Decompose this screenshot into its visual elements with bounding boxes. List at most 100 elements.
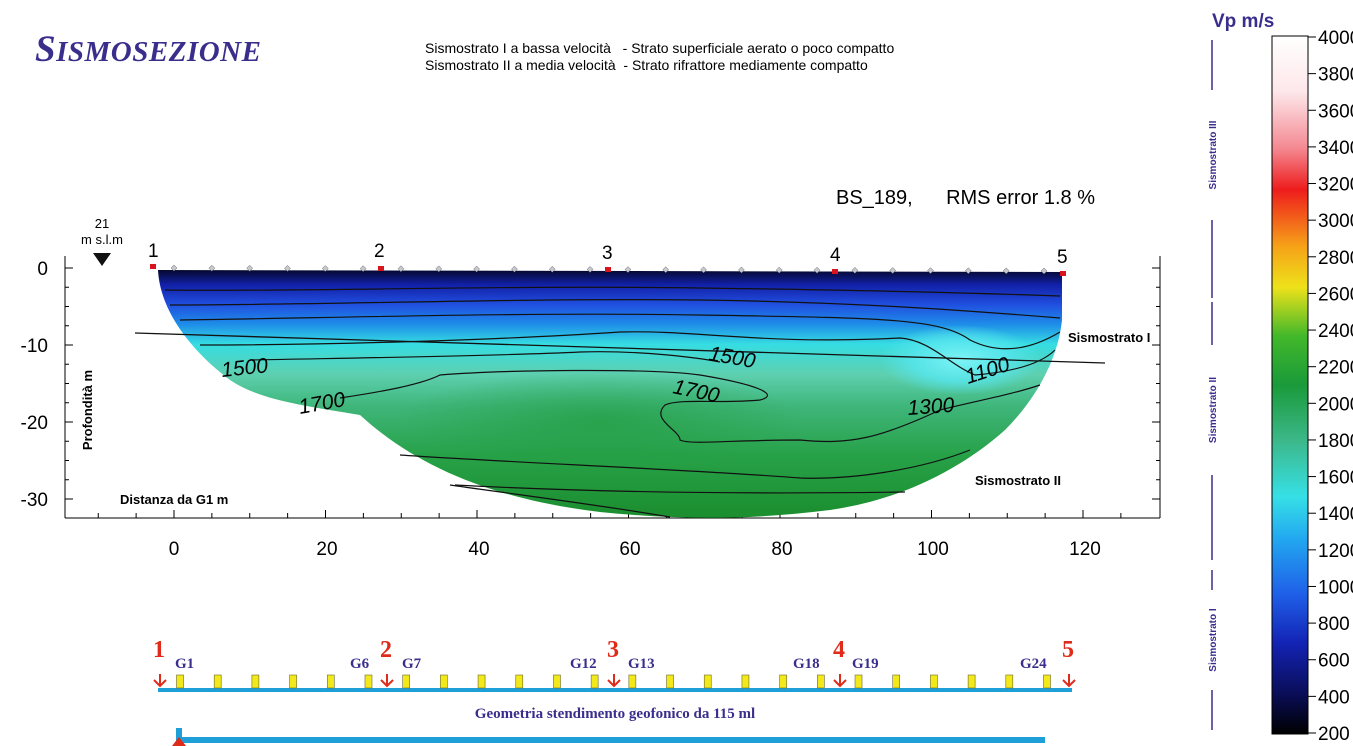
colorbar-tick-label: 2000 [1318,394,1353,415]
contour-label: 1300 [907,394,956,420]
colorbar-ticks: 4000 3800 3600 3400 3200 3000 2800 2600 2400 2200… [1308,28,1353,745]
x-tick-label: 100 [917,539,949,560]
geophone-spread [158,674,1072,692]
surface-geophone-icon [624,266,632,273]
contour-line [164,286,1061,297]
colorbar-tick-label: 2400 [1318,321,1353,342]
surface-geophone-icon [889,267,897,274]
geophone-box [326,674,335,689]
shot-arrow-icon [833,674,847,688]
shot-number: 5 [1057,247,1068,268]
x-tick-labels: 0 20 40 60 80 100 120 [169,539,1101,560]
elevation-triangle-icon [93,253,111,266]
colorbar-tick-label: 2600 [1318,284,1353,305]
geophone-box [1005,674,1014,689]
x-tick-label: 80 [771,539,792,560]
shot-number: 4 [830,245,841,266]
colorbar-tick-label: 3000 [1318,211,1353,232]
shot-marker [832,269,838,274]
shot-marker [605,267,611,272]
shot-number: 3 [602,243,613,264]
geometry-shot-number: 2 [380,637,392,663]
geophone-box [515,674,524,689]
surface-geophone-icon [851,266,859,274]
geophone-boxes [176,674,1051,689]
geophone-box [176,674,184,689]
shot-marker [1060,271,1066,276]
contour-line [339,369,1041,443]
geophone-box [402,674,410,689]
colorbar-tick-label: 4000 [1318,28,1353,49]
high-velocity-patch [400,370,800,470]
layer-label-lower: Sismostrato II [975,473,1061,488]
geophone-box [817,674,825,689]
surface-geophone-icon [700,266,707,274]
surface-geophone-icon [1040,267,1048,275]
colorbar-tick-label: 1600 [1318,468,1353,489]
geophone-label: G13 [628,656,655,672]
contour-line [179,313,1061,350]
x-tick-label: 0 [169,539,180,560]
surface-geophone-icon [284,265,291,272]
geophone-box [930,674,938,689]
geophone-label: G1 [175,656,194,672]
surface-geophone-icon [397,265,405,273]
colorbar-tick-label: 3400 [1318,138,1353,159]
geophone-box [213,674,222,689]
scale-bar [176,728,1045,743]
colorbar-gradient [1271,35,1309,735]
x-tick-label: 120 [1069,539,1101,560]
contour-lines [134,286,1106,518]
geophone-label: G12 [570,656,597,672]
title-initial: S [35,29,57,70]
colorbar-stratum-label: Sismostrato II [1208,377,1219,443]
y-axis-label: Profondità m [80,370,95,450]
geophone-label: G18 [793,656,820,672]
shot-marker [378,266,384,271]
geometry-shot-number: 4 [833,637,845,663]
colorbar-tick-label: 1800 [1318,431,1353,452]
contour-line [449,484,671,518]
shot-arrow-icon [153,674,167,688]
surface-geophone-icon [511,265,518,273]
shot-arrow-icon [1062,674,1076,688]
surface-geophone-icon [435,265,443,273]
surface-geophone-icon [927,267,934,274]
surface-geophone-icon [1002,267,1010,275]
geophone-box [967,674,976,689]
geophone-label: G19 [852,656,879,672]
page-title: SISMOSEZIONE [35,28,261,71]
section-frame [64,256,1161,519]
geophone-label: G6 [350,656,370,672]
geophone-box [666,674,674,689]
colorbar-tick-label: 1000 [1318,577,1353,598]
geophone-box [364,674,373,689]
y-tick-label: -10 [21,336,48,357]
contour-label: 1500 [220,354,269,382]
surface-geophone-icon [548,265,556,273]
colorbar-title: Vp m/s [1212,11,1274,32]
geophone-box [289,674,297,689]
surface-geophone-icon [964,267,972,275]
geometry-shot-number: 1 [153,637,165,663]
colorbar-tick-label: 600 [1318,651,1350,672]
contour-line [454,484,906,494]
colorbar-tick-label: 200 [1318,724,1350,745]
y-tick-label: -30 [21,490,48,511]
x-axis-label: Distanza da G1 m [120,492,228,507]
geophone-box [892,674,901,689]
rms-error-label: BS_189, RMS error 1.8 % [836,187,1095,209]
surface-geophone-icon [246,264,254,272]
x-tick-label: 20 [316,539,337,560]
colorbar-tick-label: 3800 [1318,65,1353,86]
surface-geophone-icon [321,265,329,272]
surface-geophone-icon [662,266,670,274]
elevation-value: 21 [95,216,109,231]
colorbar-stratum-label: Sismostrato III [1208,120,1219,189]
geometry-shot-number: 3 [607,637,619,663]
colorbar-tick-label: 1400 [1318,504,1353,525]
y-tick-label: 0 [37,259,48,280]
geophone-box [741,674,750,689]
colorbar-tick-label: 400 [1318,687,1350,708]
